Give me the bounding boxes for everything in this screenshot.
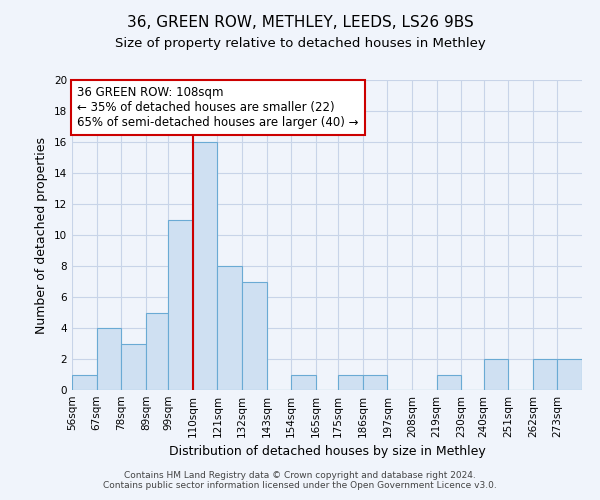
Y-axis label: Number of detached properties: Number of detached properties bbox=[35, 136, 49, 334]
Bar bbox=[121, 344, 146, 390]
Bar bbox=[193, 142, 217, 390]
Bar bbox=[72, 374, 97, 390]
Bar bbox=[484, 359, 508, 390]
Bar bbox=[291, 374, 316, 390]
Bar bbox=[146, 312, 168, 390]
Bar bbox=[437, 374, 461, 390]
Bar bbox=[217, 266, 242, 390]
Bar bbox=[97, 328, 121, 390]
X-axis label: Distribution of detached houses by size in Methley: Distribution of detached houses by size … bbox=[169, 446, 485, 458]
Bar bbox=[242, 282, 266, 390]
Text: 36 GREEN ROW: 108sqm
← 35% of detached houses are smaller (22)
65% of semi-detac: 36 GREEN ROW: 108sqm ← 35% of detached h… bbox=[77, 86, 359, 129]
Bar bbox=[168, 220, 193, 390]
Text: Contains HM Land Registry data © Crown copyright and database right 2024.
Contai: Contains HM Land Registry data © Crown c… bbox=[103, 470, 497, 490]
Bar bbox=[363, 374, 388, 390]
Bar bbox=[557, 359, 582, 390]
Text: 36, GREEN ROW, METHLEY, LEEDS, LS26 9BS: 36, GREEN ROW, METHLEY, LEEDS, LS26 9BS bbox=[127, 15, 473, 30]
Bar bbox=[338, 374, 363, 390]
Bar bbox=[533, 359, 557, 390]
Text: Size of property relative to detached houses in Methley: Size of property relative to detached ho… bbox=[115, 38, 485, 51]
